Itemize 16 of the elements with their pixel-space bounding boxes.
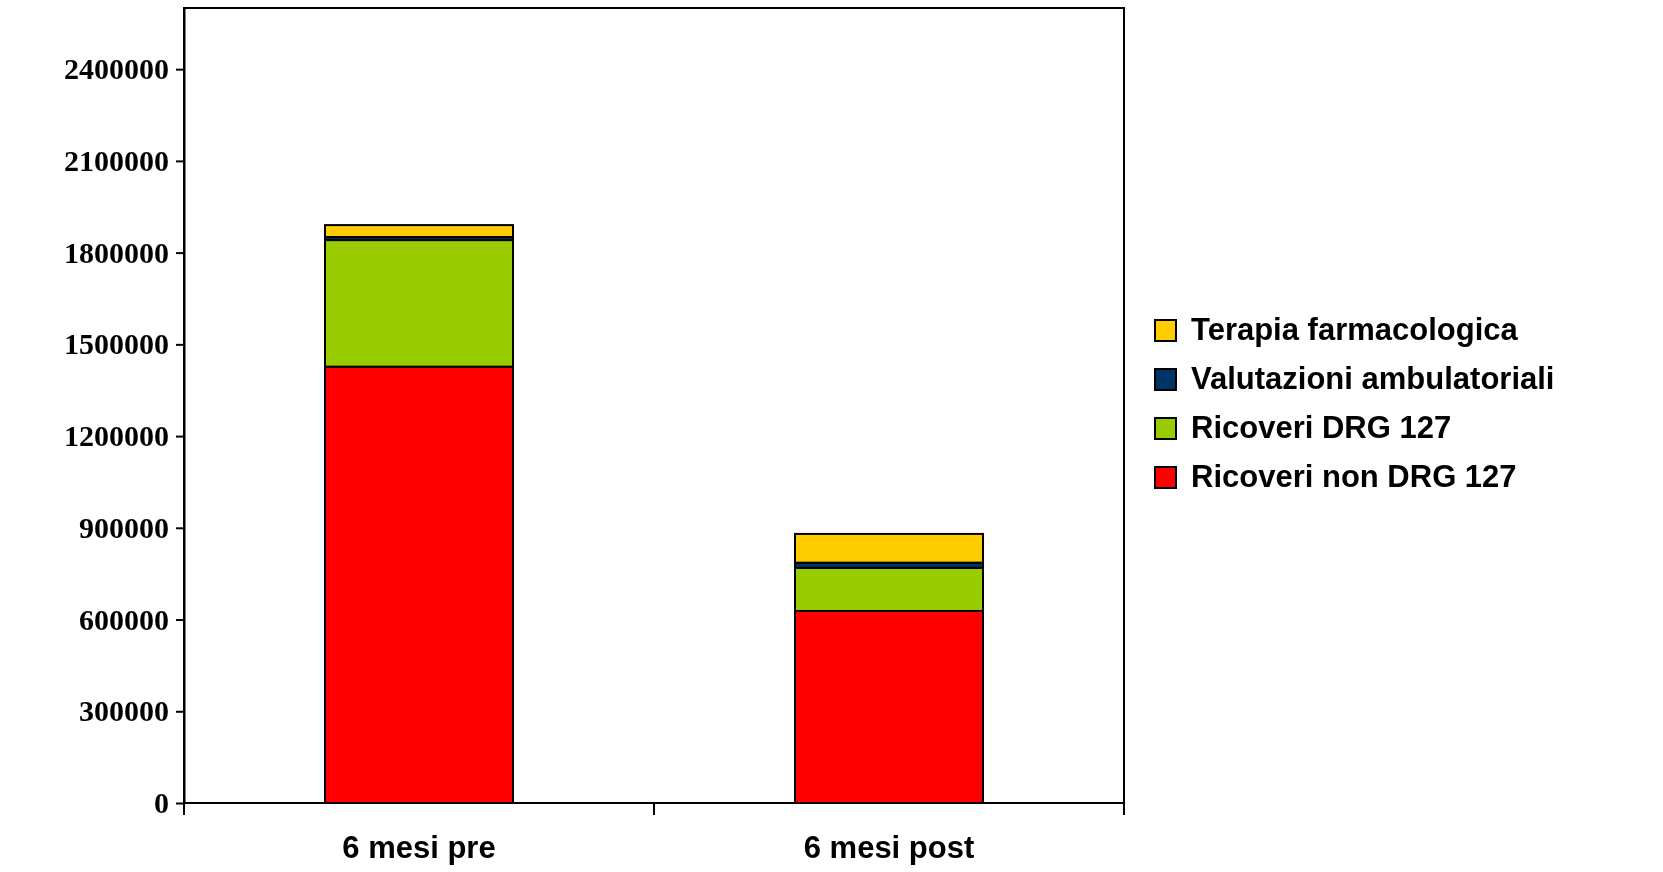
y-tick-label: 600000	[79, 602, 169, 636]
y-tick-label: 2400000	[64, 52, 169, 86]
y-tick-label: 1800000	[64, 235, 169, 269]
legend-label: Terapia farmacologica	[1191, 312, 1519, 347]
y-tick-label: 900000	[79, 510, 169, 544]
y-tick-label: 0	[154, 786, 169, 820]
y-tick-label: 300000	[79, 694, 169, 728]
x-tick-label: 6 mesi pre	[342, 830, 496, 865]
y-tick-label: 1200000	[64, 419, 169, 453]
legend-label: Ricoveri non DRG 127	[1191, 459, 1517, 494]
legend-label: Valutazioni ambulatoriali	[1191, 361, 1555, 396]
y-tick-label: 2100000	[64, 143, 169, 177]
x-tick-label: 6 mesi post	[803, 830, 975, 865]
legend-label: Ricoveri DRG 127	[1191, 410, 1452, 445]
y-tick-label: 1500000	[64, 327, 169, 361]
bar	[324, 224, 514, 239]
